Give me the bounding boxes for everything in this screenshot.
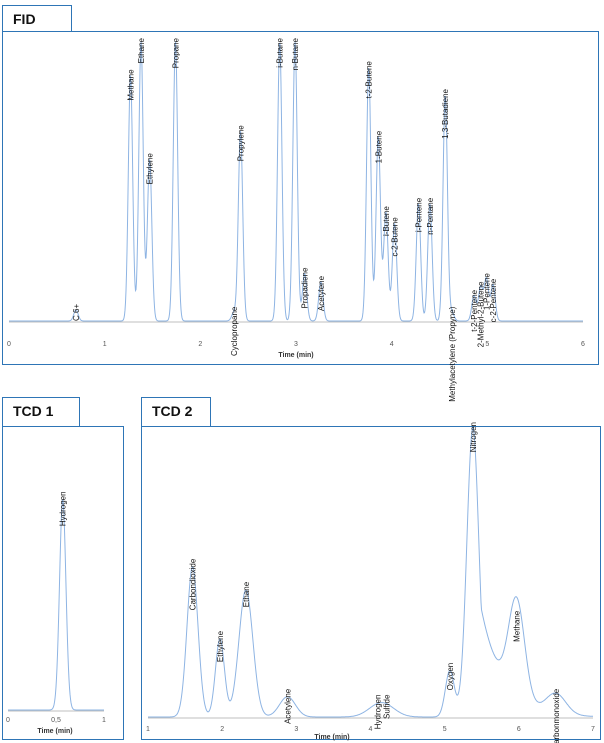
fid-peak-label-c-2-pentene: c-2-Pentene	[489, 278, 498, 322]
tcd1-x-axis-label: Time (min)	[37, 728, 72, 735]
fid-peak-label-methylacetylene-propyne: Methylacetylene (Propyne)	[448, 306, 457, 401]
fid-peak-label-n-pentane: n-Pentane	[426, 197, 435, 234]
fid-series-line	[9, 41, 583, 322]
tcd1-panel	[2, 426, 124, 740]
tcd2-tick-label: 6	[517, 726, 521, 733]
fid-title-tab: FID	[2, 5, 72, 32]
fid-tick-label: 3	[294, 341, 298, 348]
fid-peak-label-c-2-butene: c-2-Butene	[391, 217, 400, 257]
fid-peak-label-ethylene: Ethylene	[146, 153, 155, 185]
fid-peak-label-acetylene: Acetylene	[317, 275, 326, 311]
tcd1-tick-label: 0	[6, 717, 10, 724]
tcd2-title-tab: TCD 2	[141, 397, 211, 427]
fid-peak-label-propadiene: Propadiene	[301, 267, 310, 308]
tcd2-tick-label: 1	[146, 726, 150, 733]
fid-peak-label-i-butane: i-Butane	[276, 37, 285, 67]
fid-peak-label-c-6: C 6+	[72, 304, 81, 321]
fid-peak-label-ethane: Ethane	[137, 37, 146, 63]
tcd2-tick-label: 3	[294, 726, 298, 733]
fid-tick-label: 0	[7, 341, 11, 348]
fid-peak-label-i-butene: i-Butene	[382, 206, 391, 236]
fid-panel	[2, 31, 599, 365]
tcd2-peak-label-oxygen: Oxygen	[446, 663, 455, 691]
fid-peak-label-propylene: Propylene	[237, 125, 246, 162]
tcd2-peak-label-carbonmonoxide: Carbonmonoxide	[552, 688, 561, 743]
tcd2-tick-label: 4	[369, 726, 373, 733]
fid-peak-label-2-methyl-2-butene: 2-Methyl-2-Butene	[477, 281, 486, 347]
tcd1-title-tab: TCD 1	[2, 397, 80, 427]
fid-peak-label-propane: Propane	[171, 37, 180, 68]
fid-tick-label: 4	[390, 341, 394, 348]
fid-peak-label-n-butane: n-Butane	[291, 37, 300, 70]
tcd2-peak-label-ethane: Ethane	[242, 581, 251, 607]
fid-peak-label-t-2-butene: t-2-Butene	[365, 61, 374, 99]
tcd2-title: TCD 2	[152, 403, 193, 419]
fid-x-axis-label: Time (min)	[278, 352, 313, 359]
tcd2-peak-label-acetylene: Acetylene	[283, 688, 292, 724]
tcd2-peak-label-nitrogen: Nitrogen	[469, 422, 478, 452]
tcd2-panel	[141, 426, 601, 740]
tcd2-peak-label-hydrogen-sulfide: HydrogenSulfide	[374, 694, 392, 729]
tcd1-title: TCD 1	[13, 403, 54, 419]
tcd2-peak-label-ethylene: Ethylene	[216, 630, 225, 662]
fid-tick-label: 1	[103, 341, 107, 348]
fid-peak-label-i-pentene: i-Pentene	[414, 197, 423, 232]
tcd1-peak-label-hydrogen: Hydrogen	[59, 491, 68, 526]
fid-title: FID	[13, 11, 36, 27]
fid-peak-label-methane: Methane	[126, 69, 135, 101]
tcd1-tick-label: 1	[102, 717, 106, 724]
tcd1-tick-label: 0,5	[51, 717, 61, 724]
fid-tick-label: 2	[198, 341, 202, 348]
tcd1-series-line	[8, 499, 104, 711]
fid-peak-label-t-2-pentene: t-2-Pentene	[470, 289, 479, 331]
tcd2-peak-label-carbondioxide: Carbondioxide	[189, 558, 198, 610]
tcd2-peak-label-methane: Methane	[513, 610, 522, 642]
fid-tick-label: 5	[485, 341, 489, 348]
tcd2-series-line	[148, 427, 593, 718]
fid-tick-label: 6	[581, 341, 585, 348]
tcd2-tick-label: 7	[591, 726, 595, 733]
tcd2-x-axis-label: Time (min)	[314, 734, 349, 741]
fid-peak-label-1-butene: 1-Butene	[374, 130, 383, 163]
fid-peak-label-cyclopropane: Cyclopropane	[230, 306, 239, 356]
fid-peak-label-1-3-butadiene: 1,3-Butadiene	[441, 88, 450, 138]
tcd2-tick-label: 2	[220, 726, 224, 733]
fid-peak-label-1-pentene: 1-Pentene	[482, 273, 491, 310]
tcd2-tick-label: 5	[443, 726, 447, 733]
